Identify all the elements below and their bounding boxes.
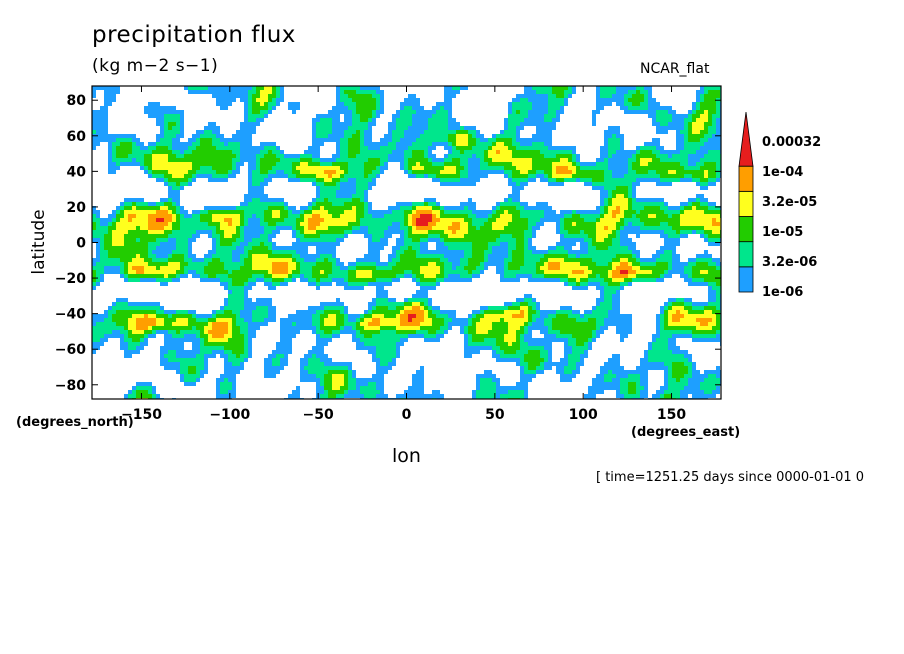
y-tick-label: 0 [76,236,86,252]
chart-units: (kg m−2 s−1) [92,56,219,76]
colorbar-label: 3.2e-05 [762,195,817,210]
x-tick-label: −100 [209,407,250,423]
x-tick-label: 150 [657,407,686,423]
y-tick-label: 20 [67,200,87,216]
chart-title: precipitation flux [92,22,296,48]
y-axis-label: latitude [29,209,49,275]
colorbar-segment [738,165,754,192]
colorbar-label: 0.00032 [762,135,821,150]
colorbar-segment [738,216,754,243]
precipitation-field [92,86,721,399]
y-tick-label: −40 [55,307,86,323]
y-tick-label: 60 [67,129,87,145]
x-tick-label: 50 [485,407,505,423]
colorbar-label: 1e-04 [762,165,803,180]
x-tick-label: −50 [303,407,334,423]
colorbar-segment [738,111,754,167]
colormap-name: NCAR_flat [640,61,710,77]
colorbar-label: 1e-06 [762,285,803,300]
x-axis-units: (degrees_east) [631,425,741,440]
colorbar-segment [738,266,754,293]
time-info: [ time=1251.25 days since 0000-01-01 0 [596,470,865,485]
y-tick-label: 40 [67,164,87,180]
y-tick-label: −60 [55,342,86,358]
x-axis-label: lon [392,445,421,467]
colorbar-segment [738,241,754,268]
colorbar-segment [738,190,754,217]
y-tick-label: 80 [67,93,87,109]
colorbar: 0.00032 1e-04 3.2e-05 1e-05 3.2e-06 1e-06 [738,111,821,300]
axes: −150 −100 −50 0 50 100 150 80 60 40 20 0 −20 −40 −60 −8… [55,86,721,423]
x-tick-label: −150 [121,407,162,423]
colorbar-label: 1e-05 [762,225,803,240]
y-tick-label: −20 [55,271,86,287]
y-tick-label: −80 [55,378,86,394]
colorbar-label: 3.2e-06 [762,255,817,270]
x-tick-label: 100 [569,407,598,423]
y-axis-units: (degrees_north) [16,415,134,430]
x-tick-label: 0 [402,407,412,423]
